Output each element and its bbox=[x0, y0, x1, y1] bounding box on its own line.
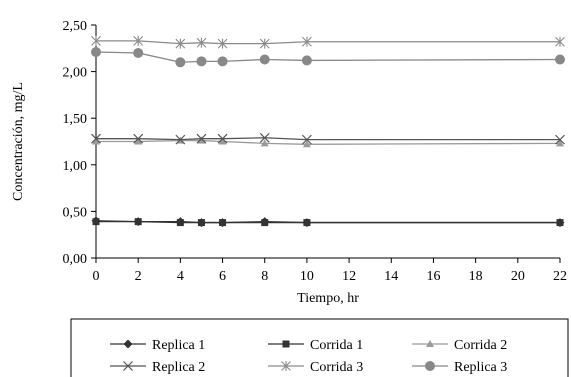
y-tick-label: 2,50 bbox=[63, 19, 88, 34]
data-point bbox=[217, 133, 228, 144]
series-corrida-3 bbox=[91, 35, 565, 49]
plot-area bbox=[91, 35, 565, 228]
legend-entry: Replica 2 bbox=[110, 360, 205, 375]
data-point bbox=[218, 137, 227, 145]
data-point bbox=[175, 38, 186, 49]
x-tick-label: 18 bbox=[469, 269, 483, 284]
data-point bbox=[175, 134, 186, 145]
legend-marker bbox=[282, 340, 290, 348]
legend-entry: Corrida 2 bbox=[412, 338, 507, 353]
x-tick-label: 10 bbox=[300, 269, 314, 284]
legend-box bbox=[70, 318, 569, 377]
y-tick-label: 1,00 bbox=[63, 159, 88, 174]
data-point bbox=[259, 54, 270, 65]
data-point bbox=[133, 133, 144, 144]
legend-marker bbox=[425, 361, 435, 371]
legend-label: Corrida 1 bbox=[310, 338, 363, 353]
data-point bbox=[555, 134, 565, 145]
data-point bbox=[133, 35, 144, 46]
legend-marker bbox=[123, 339, 133, 349]
x-tick-labels: 0 2 4 6 8 10 12 14 16 18 20 22 bbox=[93, 269, 568, 284]
series-corrida-2 bbox=[92, 136, 564, 148]
legend-label: Corrida 2 bbox=[454, 338, 507, 353]
series-replica-3 bbox=[91, 47, 565, 68]
x-tick-label: 12 bbox=[342, 269, 356, 284]
data-point bbox=[217, 38, 228, 49]
legend-entry: Replica 3 bbox=[412, 360, 507, 375]
legend-entry: Corrida 1 bbox=[268, 338, 363, 353]
data-point bbox=[555, 36, 565, 47]
data-point bbox=[556, 219, 564, 227]
legend-entry: Corrida 3 bbox=[268, 360, 363, 375]
data-point bbox=[302, 140, 311, 148]
data-point bbox=[196, 133, 207, 144]
data-point bbox=[134, 218, 142, 226]
data-point bbox=[197, 219, 205, 227]
data-point bbox=[302, 36, 312, 47]
legend-label: Replica 1 bbox=[152, 338, 205, 353]
y-tick-label: 0,00 bbox=[63, 252, 88, 267]
y-tick-label: 1,50 bbox=[63, 112, 88, 127]
data-point bbox=[92, 218, 100, 226]
series-line bbox=[96, 221, 560, 224]
series-line bbox=[95, 51, 561, 63]
legend-label: Replica 2 bbox=[152, 360, 205, 375]
legend-marker bbox=[281, 361, 291, 371]
x-tick-label: 16 bbox=[426, 269, 440, 284]
x-tick-label: 22 bbox=[553, 269, 567, 284]
y-tick-label: 2,00 bbox=[63, 66, 88, 81]
x-tick-label: 6 bbox=[219, 269, 226, 284]
data-point bbox=[556, 139, 564, 147]
data-point bbox=[91, 47, 101, 58]
legend-marker bbox=[123, 361, 133, 371]
y-tick-labels: 0,00 0,50 1,00 1,50 2,00 2,50 bbox=[63, 19, 88, 267]
series-replica-2 bbox=[91, 132, 565, 145]
data-point bbox=[301, 55, 312, 66]
x-axis-label: Tiempo, hr bbox=[297, 291, 359, 306]
x-tick-label: 8 bbox=[261, 269, 268, 284]
data-point bbox=[301, 134, 312, 145]
y-tick-label: 0,50 bbox=[63, 205, 88, 220]
series-line bbox=[96, 137, 560, 141]
x-tick-label: 4 bbox=[177, 269, 184, 284]
data-point bbox=[176, 219, 184, 227]
series-line bbox=[96, 40, 560, 45]
x-tick-label: 14 bbox=[384, 269, 398, 284]
data-point bbox=[134, 137, 143, 145]
data-point bbox=[555, 54, 565, 65]
data-point bbox=[196, 37, 207, 48]
data-point bbox=[175, 57, 186, 68]
data-point bbox=[217, 56, 228, 67]
data-point bbox=[92, 137, 100, 145]
data-point bbox=[196, 56, 207, 67]
series-corrida-1 bbox=[92, 218, 564, 227]
legend-label: Replica 3 bbox=[454, 360, 507, 375]
legend-entry: Replica 1 bbox=[110, 338, 205, 353]
legend-label: Corrida 3 bbox=[310, 360, 363, 375]
legend: Replica 1 Corrida 1 Corrida 2 Replica 2 Corr… bbox=[70, 318, 569, 377]
legend-marker bbox=[426, 340, 434, 347]
data-point bbox=[91, 133, 101, 144]
data-point bbox=[303, 219, 311, 227]
x-tick-label: 0 bbox=[93, 269, 100, 284]
data-point bbox=[133, 47, 144, 58]
data-point bbox=[91, 35, 101, 46]
data-point bbox=[219, 219, 227, 227]
data-point bbox=[260, 139, 269, 147]
y-axis-label: Concentración, mg/L bbox=[11, 82, 26, 201]
data-point bbox=[197, 136, 206, 144]
data-point bbox=[259, 38, 270, 49]
data-point bbox=[261, 219, 269, 227]
x-tick-label: 2 bbox=[135, 269, 142, 284]
data-point bbox=[259, 132, 270, 143]
x-tick-label: 20 bbox=[511, 269, 525, 284]
series-line bbox=[96, 139, 561, 145]
